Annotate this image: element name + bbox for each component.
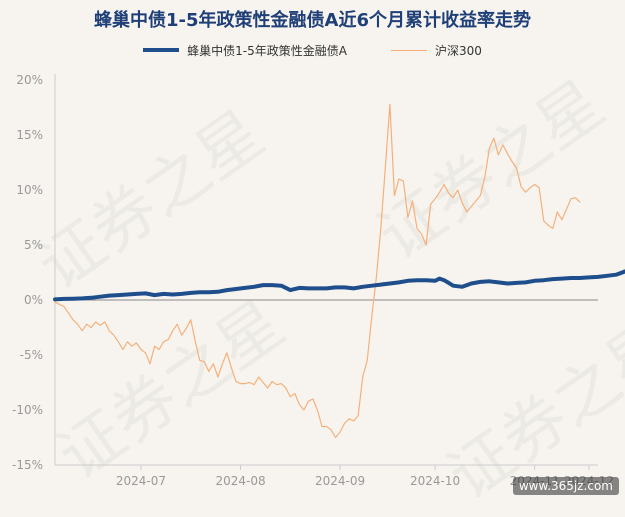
x-tick-label: 2024-10 [410,474,460,488]
chart-title: 蜂巢中债1-5年政策性金融债A近6个月累计收益率走势 [94,10,531,31]
y-tick-label: 10% [16,183,43,197]
y-tick-label: 15% [16,128,43,142]
legend-swatch-index [390,49,427,51]
x-tick-label: 2024-07 [116,474,166,488]
y-tick-label: 20% [16,73,43,87]
legend-item-index[interactable]: 沪深300 [390,42,482,59]
chart-plot: 20% 15% 10% 5% 0% -5% -10% -15% 2024-07 2024-08 20… [12,73,625,488]
legend-label-index: 沪深300 [434,43,482,58]
y-tick-label: -5% [20,348,43,362]
legend-item-fund[interactable]: 蜂巢中债1-5年政策性金融债A [143,42,347,59]
chart-legend: 蜂巢中债1-5年政策性金融债A 沪深300 [0,40,625,60]
legend-swatch-fund [143,48,180,52]
index-series-line [54,103,581,439]
x-tick-label: 2024-09 [315,474,365,488]
fund-series-line [53,269,625,302]
legend-label-fund: 蜂巢中债1-5年政策性金融债A [187,43,347,58]
site-watermark: www.365jz.com [512,477,619,495]
y-tick-label: 5% [24,238,43,252]
y-tick-label: 0% [24,293,43,307]
y-tick-label: -15% [12,458,43,472]
x-tick-label: 2024-08 [215,474,265,488]
chart-page: 证券之星 证券之星 证券之星 证券之星 蜂巢中债1-5年政策性金融债A近6个月累… [0,10,625,495]
y-tick-label: -10% [12,403,43,417]
